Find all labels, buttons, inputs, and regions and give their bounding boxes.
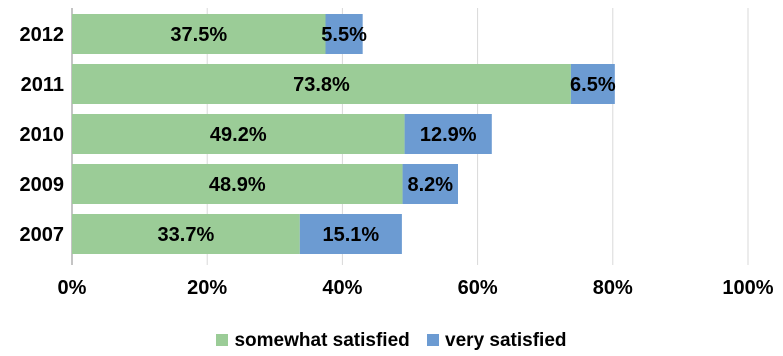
data-label: 15.1% xyxy=(322,224,379,246)
bar-segment xyxy=(570,64,615,104)
data-label: 37.5% xyxy=(170,24,227,46)
data-label: 33.7% xyxy=(158,224,215,246)
data-label: 48.9% xyxy=(209,174,266,196)
bar-segment xyxy=(72,214,300,254)
data-label: 6.5% xyxy=(570,74,616,96)
x-tick-label: 100% xyxy=(722,277,773,299)
x-tick-label: 0% xyxy=(58,277,87,299)
data-label: 5.5% xyxy=(321,24,367,46)
data-label: 49.2% xyxy=(210,124,267,146)
data-label: 73.8% xyxy=(293,74,350,96)
category-label: 2007 xyxy=(20,224,65,246)
category-label: 2012 xyxy=(20,24,65,46)
bar-segment xyxy=(402,164,458,204)
data-label: 8.2% xyxy=(407,174,453,196)
bar-segment xyxy=(299,214,402,254)
category-label: 2011 xyxy=(21,74,64,96)
bar-segment xyxy=(72,164,403,204)
bar-segment xyxy=(325,14,363,54)
bars xyxy=(72,14,615,254)
legend-label: very satisfied xyxy=(445,330,567,351)
bar-segment xyxy=(72,64,571,104)
x-tick-label: 20% xyxy=(187,277,227,299)
legend: somewhat satisfied very satisfied xyxy=(0,330,783,352)
category-labels: 2012 2011 2010 2009 2007 xyxy=(20,24,65,246)
x-tick-label: 60% xyxy=(458,277,498,299)
data-label: 12.9% xyxy=(420,124,477,146)
x-tick-label: 80% xyxy=(593,277,633,299)
x-tick-labels: 0% 20% 40% 60% 80% 100% xyxy=(58,277,774,299)
bar-segment xyxy=(404,114,492,154)
bar-segment xyxy=(72,114,405,154)
data-labels: 37.5% 5.5% 73.8% 6.5% 49.2% 12.9% 48.9% 8.2% 33.… xyxy=(158,24,616,246)
legend-item-very-satisfied: very satisfied xyxy=(427,330,567,352)
legend-item-somewhat-satisfied: somewhat satisfied xyxy=(216,330,410,352)
category-label: 2009 xyxy=(20,174,65,196)
legend-swatch-very-satisfied xyxy=(427,334,440,346)
category-label: 2010 xyxy=(20,124,65,146)
legend-swatch-somewhat-satisfied xyxy=(216,334,229,346)
legend-label: somewhat satisfied xyxy=(234,330,410,351)
bar-segment xyxy=(72,14,326,54)
x-tick-label: 40% xyxy=(322,277,362,299)
